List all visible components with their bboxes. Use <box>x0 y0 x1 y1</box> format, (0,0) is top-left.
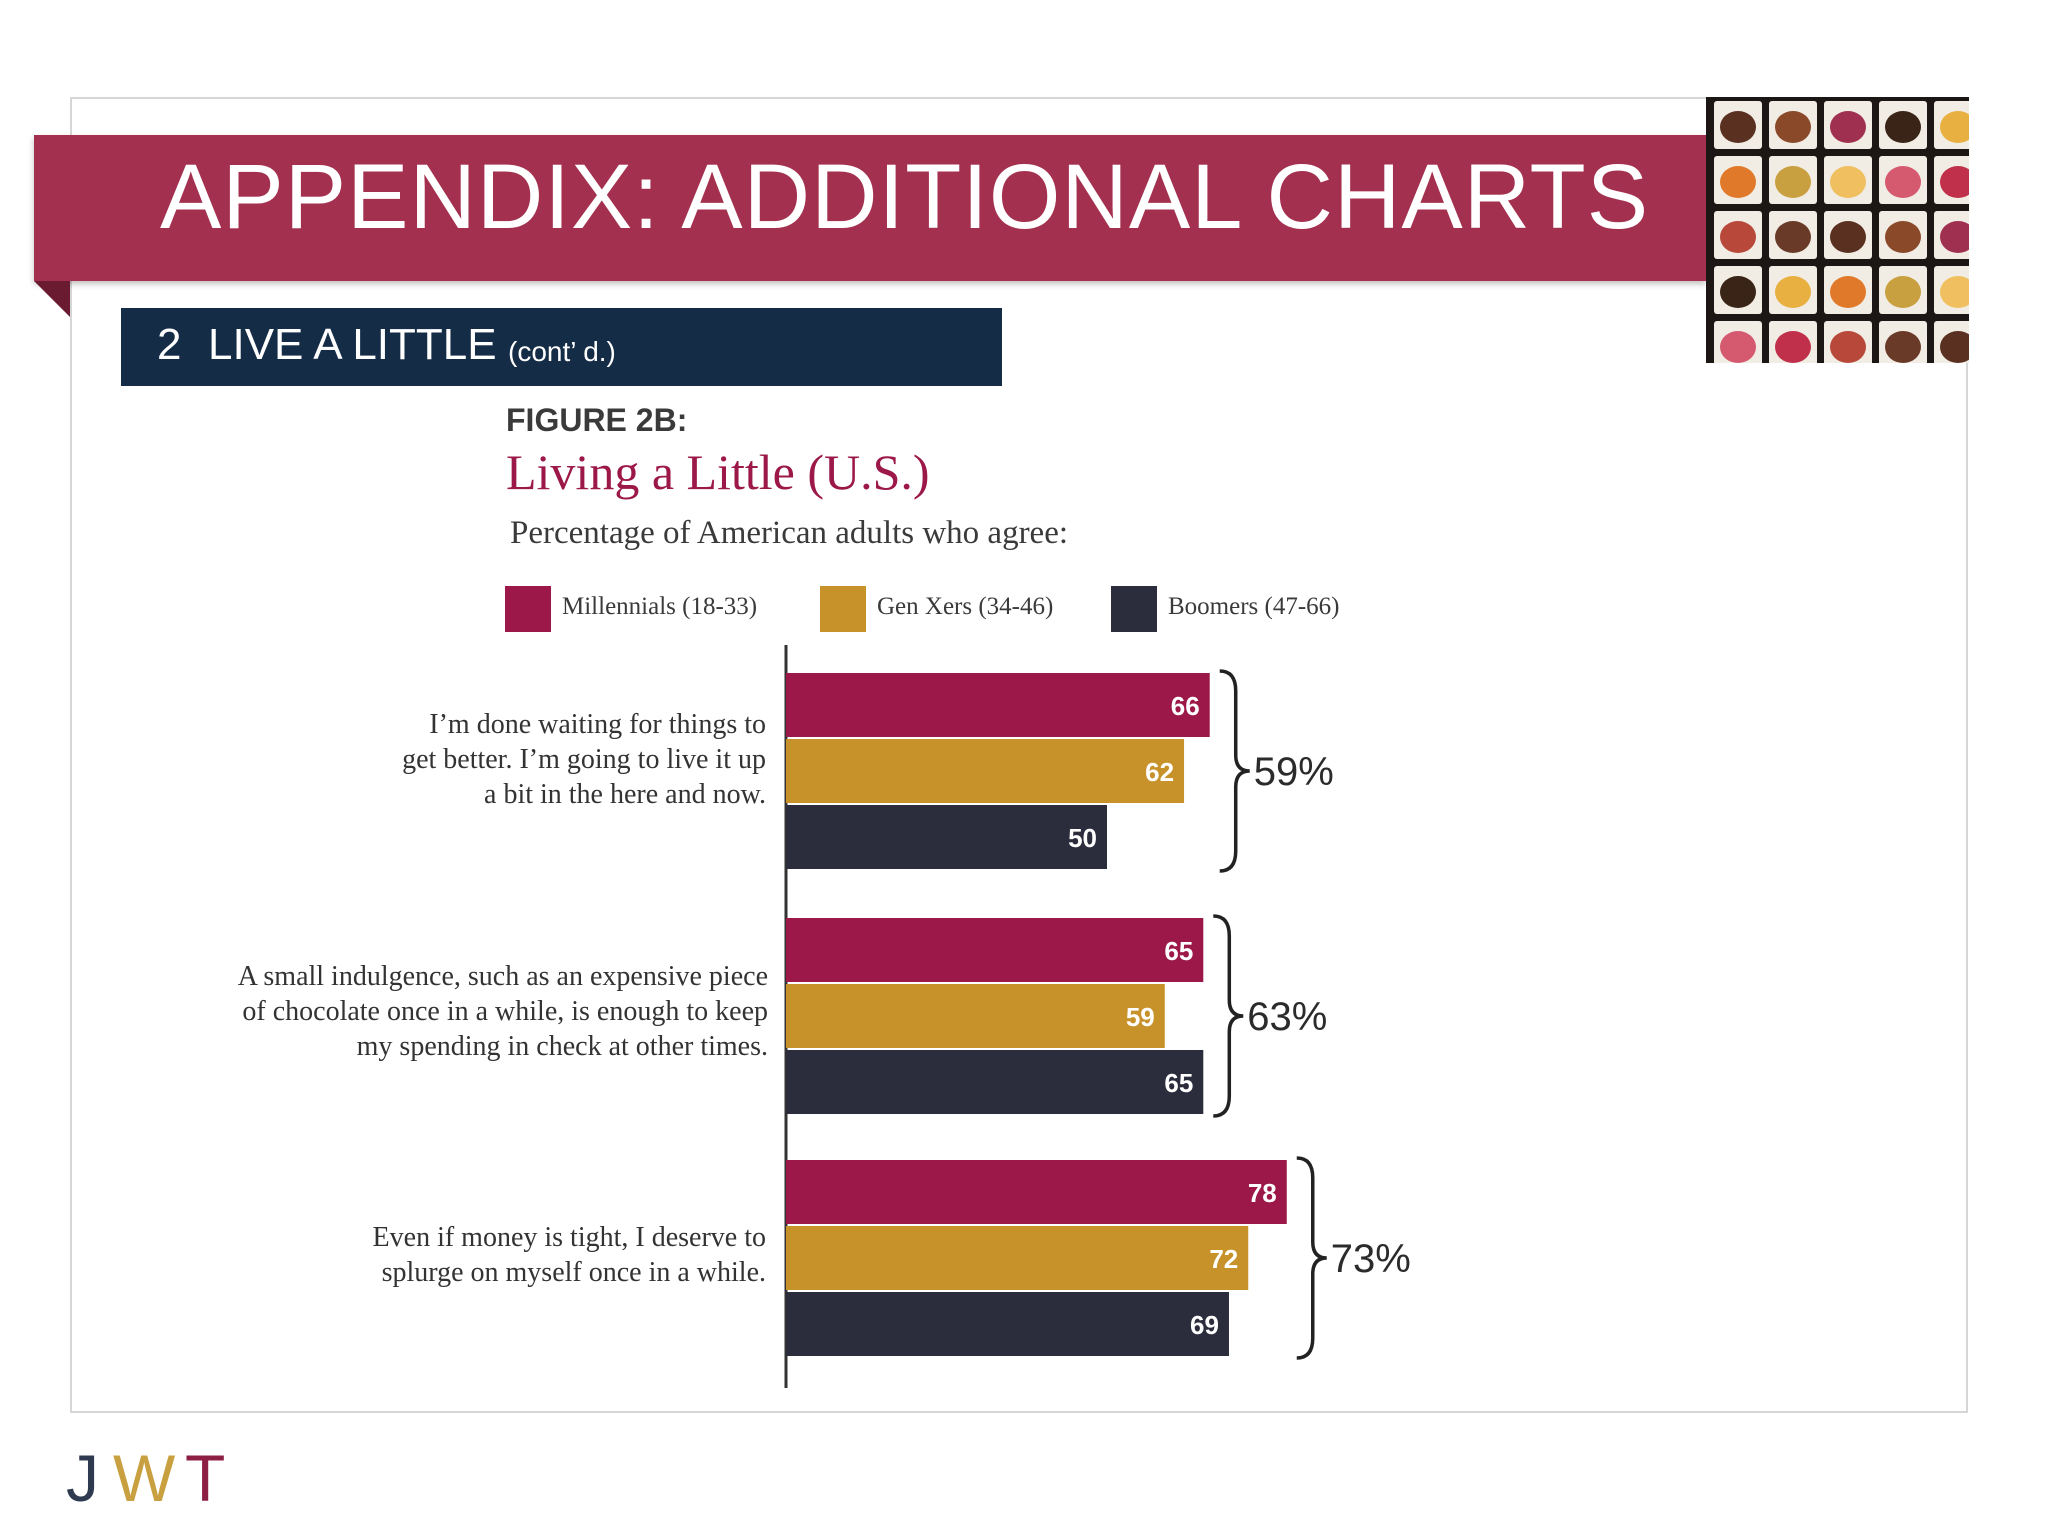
chocolate-piece <box>1940 276 1969 308</box>
chocolate-piece <box>1775 166 1811 198</box>
logo-letter-j: J <box>66 1441 99 1515</box>
section-number: 2 <box>157 320 182 369</box>
category-label-1: I’m done waiting for things to get bette… <box>146 707 766 812</box>
legend-label-boomers: Boomers (47-66) <box>1168 593 1340 620</box>
chocolate-piece <box>1885 331 1921 363</box>
category-2-line-1: A small indulgence, such as an expensive… <box>237 961 768 992</box>
category-3-line-1: Even if money is tight, I deserve to <box>372 1222 766 1253</box>
chocolate-box-image <box>1706 97 1969 363</box>
chocolate-piece <box>1885 221 1921 253</box>
chocolate-piece <box>1720 221 1756 253</box>
legend-swatch-millennials <box>505 586 551 632</box>
total-label-1: 59% <box>1254 750 1334 794</box>
category-3-line-2: splurge on myself once in a while. <box>381 1257 766 1288</box>
category-1-line-1: I’m done waiting for things to <box>429 709 766 740</box>
slide-title: APPENDIX: ADDITIONAL CHARTS <box>160 146 1650 248</box>
chocolate-piece <box>1940 111 1969 143</box>
title-banner <box>34 135 1706 281</box>
logo-letter-t: T <box>185 1441 226 1515</box>
bracket-2 <box>1213 914 1244 1118</box>
category-2-line-3: my spending in check at other times. <box>356 1031 768 1062</box>
legend-label-millennials: Millennials (18-33) <box>562 593 758 620</box>
chocolate-piece <box>1885 276 1921 308</box>
category-label-3: Even if money is tight, I deserve to spl… <box>146 1220 766 1290</box>
category-2-line-2: of chocolate once in a while, is enough … <box>242 996 768 1027</box>
data-label-genx-3: 72 <box>1209 1244 1238 1274</box>
legend-swatch-boomers <box>1111 586 1157 632</box>
chocolate-piece <box>1775 331 1811 363</box>
chocolate-piece <box>1775 111 1811 143</box>
chocolate-piece <box>1830 331 1866 363</box>
chocolate-piece <box>1775 221 1811 253</box>
chocolate-box-illustration <box>1706 97 1969 363</box>
chocolate-piece <box>1720 276 1756 308</box>
bar-genx-2 <box>786 984 1165 1048</box>
chocolate-piece <box>1720 331 1756 363</box>
data-label-genx-1: 62 <box>1145 757 1174 787</box>
category-label-2: A small indulgence, such as an expensive… <box>148 959 768 1064</box>
total-label-3: 73% <box>1331 1237 1411 1281</box>
section-title: LIVE A LITTLE <box>208 320 497 369</box>
data-label-millennials-3: 78 <box>1248 1178 1277 1208</box>
total-label-2: 63% <box>1247 995 1327 1039</box>
bar-boomers-3 <box>786 1292 1229 1356</box>
category-1-line-3: a bit in the here and now. <box>484 779 766 810</box>
bar-boomers-1 <box>786 805 1107 869</box>
section-header-bar <box>121 308 1002 386</box>
banner-fold <box>34 281 70 317</box>
chart-subtitle: Percentage of American adults who agree: <box>510 515 1069 551</box>
category-1-line-2: get better. I’m going to live it up <box>402 744 766 775</box>
chocolate-piece <box>1830 221 1866 253</box>
data-label-millennials-2: 65 <box>1164 936 1193 966</box>
chocolate-piece <box>1830 166 1866 198</box>
logo-letter-w: W <box>113 1441 176 1515</box>
chocolate-piece <box>1940 331 1969 363</box>
bar-millennials-2 <box>786 918 1204 982</box>
chocolate-piece <box>1940 166 1969 198</box>
chocolate-piece <box>1885 111 1921 143</box>
chocolate-piece <box>1940 221 1969 253</box>
bracket-3 <box>1296 1156 1327 1360</box>
chocolate-piece <box>1885 166 1921 198</box>
chocolate-piece <box>1830 276 1866 308</box>
data-label-boomers-1: 50 <box>1068 823 1097 853</box>
data-label-boomers-2: 65 <box>1164 1068 1193 1098</box>
chocolate-piece <box>1775 276 1811 308</box>
chocolate-piece <box>1830 111 1866 143</box>
bracket-1 <box>1219 669 1250 873</box>
data-label-boomers-3: 69 <box>1190 1310 1219 1340</box>
section-subtitle: (cont’ d.) <box>508 336 616 367</box>
legend-swatch-genx <box>820 586 866 632</box>
bar-genx-1 <box>786 739 1185 803</box>
bar-millennials-3 <box>786 1160 1287 1224</box>
bar-boomers-2 <box>786 1050 1204 1114</box>
bar-genx-3 <box>786 1226 1249 1290</box>
chart-title: Living a Little (U.S.) <box>506 444 930 500</box>
chocolate-piece <box>1720 166 1756 198</box>
figure-label: FIGURE 2B: <box>506 402 688 438</box>
legend-label-genx: Gen Xers (34-46) <box>877 593 1054 620</box>
data-label-genx-2: 59 <box>1126 1002 1155 1032</box>
data-label-millennials-1: 66 <box>1171 691 1200 721</box>
chocolate-piece <box>1720 111 1756 143</box>
bar-millennials-1 <box>786 673 1210 737</box>
